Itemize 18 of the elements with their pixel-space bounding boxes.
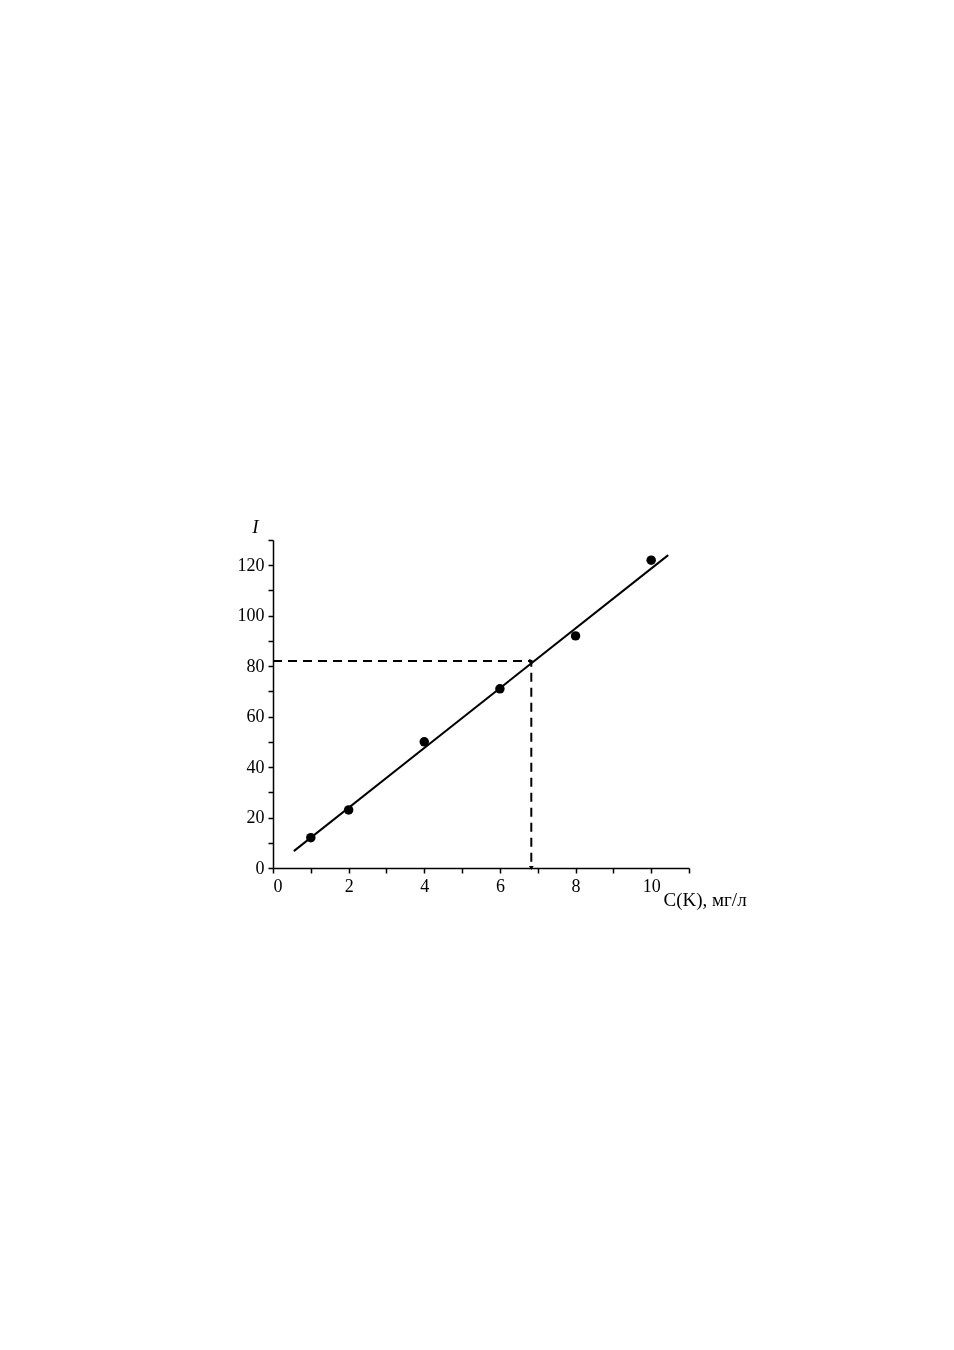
y-tick-label: 60	[246, 706, 265, 727]
point	[570, 631, 581, 641]
x-axis-title: C(K), мг/л	[663, 888, 748, 911]
y-tick-label: 120	[237, 554, 265, 575]
y-tick-label: 0	[255, 857, 265, 878]
point	[419, 737, 430, 747]
x-tick-label: 8	[571, 875, 581, 896]
y-axis-title: I	[251, 515, 261, 537]
y-tick-label: 80	[246, 655, 265, 676]
x-tick-label: 6	[495, 875, 505, 896]
x-tick-label: 2	[344, 875, 354, 896]
x-tick-label: 0	[273, 875, 283, 896]
y-tick-label: 100	[237, 605, 265, 626]
y-tick-label: 20	[246, 807, 265, 828]
x-tick-label: 10	[642, 875, 661, 896]
y-tick-label: 40	[246, 756, 265, 777]
x-tick-label: 4	[420, 875, 430, 896]
point	[646, 555, 656, 565]
